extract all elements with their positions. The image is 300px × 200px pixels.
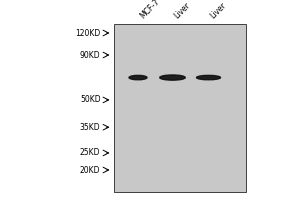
Ellipse shape (129, 75, 147, 80)
Text: 25KD: 25KD (80, 148, 101, 157)
Text: Liver: Liver (172, 0, 192, 20)
Text: 20KD: 20KD (80, 166, 101, 175)
Text: 90KD: 90KD (80, 51, 101, 60)
Text: 120KD: 120KD (75, 29, 100, 38)
Bar (114, 24, 246, 192)
Text: 35KD: 35KD (80, 123, 101, 132)
Text: MCF-7: MCF-7 (138, 0, 161, 20)
Text: Liver: Liver (208, 0, 228, 20)
Ellipse shape (196, 75, 220, 80)
Ellipse shape (160, 75, 185, 80)
Text: 50KD: 50KD (80, 95, 101, 104)
